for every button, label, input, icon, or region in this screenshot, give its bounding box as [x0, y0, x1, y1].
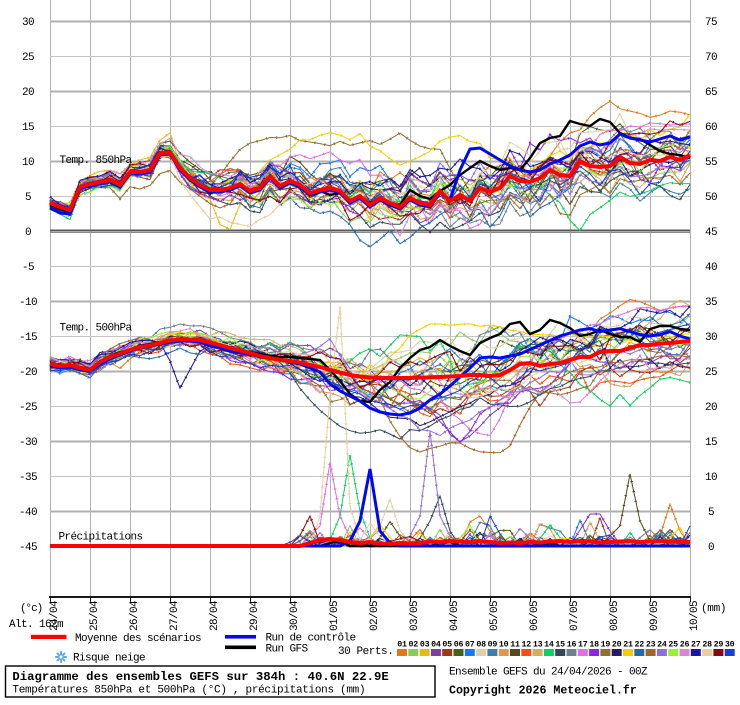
svg-text:0: 0 [708, 542, 714, 554]
svg-text:06: 06 [454, 641, 464, 650]
svg-text:-20: -20 [19, 367, 37, 379]
svg-text:29/04: 29/04 [249, 600, 261, 631]
svg-text:28/04: 28/04 [209, 600, 221, 631]
svg-text:30: 30 [22, 17, 34, 29]
svg-text:10: 10 [22, 157, 34, 169]
svg-text:10: 10 [705, 472, 717, 484]
svg-text:75: 75 [705, 17, 717, 29]
svg-text:-45: -45 [19, 542, 37, 554]
svg-text:09/05: 09/05 [649, 601, 661, 631]
svg-text:-30: -30 [19, 437, 37, 449]
svg-text:10/05: 10/05 [689, 601, 701, 631]
svg-text:06/05: 06/05 [529, 601, 541, 631]
svg-text:65: 65 [705, 87, 717, 99]
svg-text:05/05: 05/05 [489, 601, 501, 631]
svg-text:20: 20 [705, 402, 717, 414]
svg-text:13: 13 [533, 641, 543, 650]
svg-text:Alt. 162m: Alt. 162m [9, 619, 64, 631]
svg-text:0: 0 [25, 227, 31, 239]
svg-text:30: 30 [705, 332, 717, 344]
svg-text:-35: -35 [19, 472, 37, 484]
svg-text:Temp. 850hPa: Temp. 850hPa [60, 155, 133, 167]
svg-text:03/05: 03/05 [409, 601, 421, 631]
svg-text:Run GFS: Run GFS [266, 644, 309, 656]
svg-text:21: 21 [623, 641, 633, 650]
svg-text:Diagramme des ensembles GEFS s: Diagramme des ensembles GEFS sur 384h : … [12, 670, 388, 684]
svg-text:50: 50 [705, 192, 717, 204]
svg-text:(°c): (°c) [20, 603, 42, 615]
svg-text:27/04: 27/04 [169, 600, 181, 631]
svg-text:01: 01 [397, 641, 407, 650]
svg-text:03: 03 [420, 641, 430, 650]
svg-text:09: 09 [488, 641, 498, 650]
svg-text:12: 12 [522, 641, 532, 650]
svg-text:24: 24 [657, 641, 667, 650]
svg-text:14: 14 [544, 641, 554, 650]
svg-text:24/04: 24/04 [49, 600, 61, 631]
svg-text:-15: -15 [19, 332, 37, 344]
svg-text:Moyenne des scénarios: Moyenne des scénarios [75, 633, 201, 645]
svg-text:28: 28 [702, 641, 712, 650]
svg-text:01/05: 01/05 [329, 601, 341, 631]
svg-text:Copyright 2026 Meteociel.fr: Copyright 2026 Meteociel.fr [449, 685, 637, 698]
svg-text:Run de contrôle: Run de contrôle [266, 633, 356, 645]
svg-text:Risque neige: Risque neige [73, 653, 145, 665]
svg-text:08: 08 [476, 641, 486, 650]
svg-text:5: 5 [708, 507, 714, 519]
svg-text:Temp. 500hPa: Temp. 500hPa [60, 323, 133, 335]
svg-text:30: 30 [725, 641, 735, 650]
svg-text:40: 40 [705, 262, 717, 274]
svg-text:15: 15 [22, 122, 34, 134]
svg-text:35: 35 [705, 297, 717, 309]
svg-text:26/04: 26/04 [129, 600, 141, 631]
svg-text:29: 29 [714, 641, 724, 650]
svg-text:30 Perts.: 30 Perts. [338, 646, 393, 658]
svg-text:15: 15 [705, 437, 717, 449]
svg-text:-25: -25 [19, 402, 37, 414]
svg-text:Ensemble GEFS du 24/04/2026 -: Ensemble GEFS du 24/04/2026 - 00Z [449, 667, 648, 679]
svg-text:16: 16 [567, 641, 577, 650]
svg-text:-5: -5 [22, 262, 34, 274]
svg-text:15: 15 [555, 641, 565, 650]
svg-text:20: 20 [612, 641, 622, 650]
svg-text:-10: -10 [19, 297, 37, 309]
svg-text:19: 19 [601, 641, 611, 650]
svg-text:22: 22 [635, 641, 645, 650]
svg-text:10: 10 [499, 641, 509, 650]
svg-text:25: 25 [705, 367, 717, 379]
svg-text:23: 23 [646, 641, 656, 650]
svg-text:-40: -40 [19, 507, 37, 519]
svg-text:Températures 850hPa et 500hPa: Températures 850hPa et 500hPa (°C) , pré… [12, 685, 365, 697]
svg-text:04/05: 04/05 [449, 601, 461, 631]
svg-text:02: 02 [409, 641, 419, 650]
svg-text:5: 5 [25, 192, 31, 204]
svg-text:(mm): (mm) [701, 603, 726, 615]
svg-text:25: 25 [22, 52, 34, 64]
svg-text:25/04: 25/04 [89, 600, 101, 631]
svg-text:11: 11 [510, 641, 520, 650]
svg-text:07/05: 07/05 [569, 601, 581, 631]
svg-text:45: 45 [705, 227, 717, 239]
svg-text:18: 18 [589, 641, 599, 650]
svg-text:Précipitations: Précipitations [59, 532, 143, 544]
svg-text:04: 04 [431, 641, 441, 650]
svg-text:20: 20 [22, 87, 34, 99]
svg-text:30/04: 30/04 [289, 600, 301, 631]
svg-text:27: 27 [691, 641, 701, 650]
svg-text:55: 55 [705, 157, 717, 169]
svg-text:25: 25 [668, 641, 678, 650]
svg-text:60: 60 [705, 122, 717, 134]
svg-text:07: 07 [465, 641, 475, 650]
svg-text:17: 17 [578, 641, 588, 650]
svg-text:70: 70 [705, 52, 717, 64]
svg-text:02/05: 02/05 [369, 601, 381, 631]
svg-text:08/05: 08/05 [609, 601, 621, 631]
svg-text:05: 05 [442, 641, 452, 650]
svg-text:26: 26 [680, 641, 690, 650]
